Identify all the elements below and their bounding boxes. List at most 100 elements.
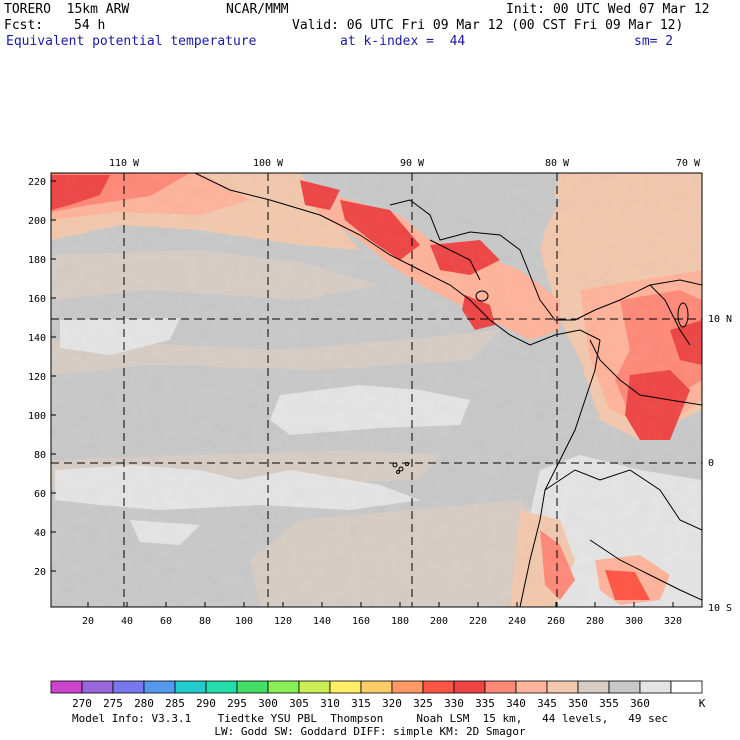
y-tick-label: 220 — [28, 177, 46, 188]
colorbar-swatch — [670, 680, 703, 694]
colorbar-swatch — [143, 680, 176, 694]
colorbar-swatch — [81, 680, 114, 694]
colorbar-value: 315 — [351, 697, 371, 710]
colorbar-value: 310 — [320, 697, 340, 710]
colorbar-value: 340 — [506, 697, 526, 710]
colorbar-value: 285 — [165, 697, 185, 710]
model-title: TORERO 15km ARW — [4, 2, 130, 17]
colorbar-value: 280 — [134, 697, 154, 710]
sa-border-1 — [589, 339, 702, 406]
colorbar-swatch — [50, 680, 83, 694]
lat-label: 10 N — [708, 314, 732, 325]
forecast-hour: 54 h — [74, 18, 106, 33]
lon-label: 80 W — [545, 158, 570, 169]
x-tick-label: 220 — [469, 616, 487, 627]
colorbar-value: 345 — [537, 697, 557, 710]
colorbar-value: 350 — [568, 697, 588, 710]
colorbar-swatch — [112, 680, 145, 694]
smoothing: sm= 2 — [634, 34, 674, 49]
colorbar-value: 320 — [382, 697, 402, 710]
venezuela-coast — [649, 284, 691, 346]
y-tick-label: 160 — [28, 294, 46, 305]
colorbar-swatch — [422, 680, 455, 694]
lake-nicaragua — [475, 290, 489, 302]
axes: 110 W 100 W 90 W 80 W 70 W 10 N 0 10 S 220 200 180… — [28, 158, 732, 627]
colorbar-swatch — [174, 680, 207, 694]
y-tick-label: 120 — [28, 372, 46, 383]
colorbar — [50, 680, 703, 694]
colorbar-value: 300 — [258, 697, 278, 710]
colorbar-value: 295 — [227, 697, 247, 710]
colorbar-swatch — [391, 680, 424, 694]
lake-maracaibo — [677, 302, 689, 328]
x-tick-label: 100 — [235, 616, 253, 627]
colorbar-swatch — [453, 680, 486, 694]
footer-physics: LW: Godd SW: Goddard DIFF: simple KM: 2D… — [214, 725, 526, 738]
colorbar-swatch — [205, 680, 238, 694]
colorbar-value: 305 — [289, 697, 309, 710]
y-tick-label: 60 — [34, 489, 46, 500]
x-tick-label: 320 — [664, 616, 682, 627]
colorbar-swatch — [267, 680, 300, 694]
colorbar-swatch — [329, 680, 362, 694]
x-tick-label: 40 — [121, 616, 133, 627]
colorbar-value: 355 — [599, 697, 619, 710]
colorbar-swatch — [577, 680, 610, 694]
lon-label: 70 W — [676, 158, 701, 169]
y-tick-label: 80 — [34, 450, 46, 461]
lon-label: 100 W — [253, 158, 284, 169]
x-tick-label: 20 — [82, 616, 94, 627]
init-time: Init: 00 UTC Wed 07 Mar 12 — [506, 2, 710, 17]
x-tick-label: 120 — [274, 616, 292, 627]
footer-model-info: Model Info: V3.3.1 Tiedtke YSU PBL Thomp… — [71, 712, 669, 725]
temperature-field — [51, 173, 702, 607]
level-index: at k-index = 44 — [340, 34, 466, 49]
sa-border-2 — [544, 469, 702, 531]
gridlines — [51, 173, 702, 607]
caribbean-coast — [389, 199, 702, 321]
sa-pacific-coast — [519, 339, 601, 607]
colorbar-value: 325 — [413, 697, 433, 710]
x-tick-label: 80 — [199, 616, 211, 627]
map-frame — [50, 172, 703, 608]
lat-label: 10 S — [708, 603, 732, 614]
lon-label: 110 W — [109, 158, 140, 169]
forecast-label: Fcst: — [4, 18, 44, 33]
colorbar-value: 275 — [103, 697, 123, 710]
lon-label: 90 W — [400, 158, 425, 169]
ca-border — [429, 239, 481, 281]
island-4 — [396, 470, 400, 474]
x-tick-label: 260 — [547, 616, 565, 627]
colorbar-swatch — [546, 680, 579, 694]
organization: NCAR/MMM — [226, 2, 289, 17]
y-tick-label: 40 — [34, 528, 46, 539]
lat-label: 0 — [708, 458, 714, 469]
colorbar-value: 270 — [72, 697, 92, 710]
pacific-coast — [194, 173, 601, 346]
colorbar-unit: K — [698, 697, 706, 710]
colorbar-value: 290 — [196, 697, 216, 710]
x-tick-label: 180 — [391, 616, 409, 627]
sa-border-3 — [589, 539, 702, 601]
colorbar-swatch — [298, 680, 331, 694]
field-name: Equivalent potential temperature — [6, 34, 257, 49]
colorbar-value: 335 — [475, 697, 495, 710]
x-tick-label: 280 — [586, 616, 604, 627]
y-tick-label: 180 — [28, 255, 46, 266]
y-tick-label: 100 — [28, 411, 46, 422]
y-tick-label: 20 — [34, 567, 46, 578]
x-tick-label: 160 — [352, 616, 370, 627]
colorbar-swatch — [360, 680, 393, 694]
coastlines — [194, 173, 702, 607]
x-tick-label: 300 — [625, 616, 643, 627]
x-tick-label: 140 — [313, 616, 331, 627]
colorbar-swatch — [608, 680, 641, 694]
x-tick-label: 240 — [508, 616, 526, 627]
colorbar-value: 360 — [630, 697, 650, 710]
valid-time: Valid: 06 UTC Fri 09 Mar 12 (00 CST Fri … — [292, 18, 684, 33]
colorbar-swatch — [515, 680, 548, 694]
y-tick-label: 200 — [28, 216, 46, 227]
y-tick-label: 140 — [28, 333, 46, 344]
colorbar-swatch — [484, 680, 517, 694]
